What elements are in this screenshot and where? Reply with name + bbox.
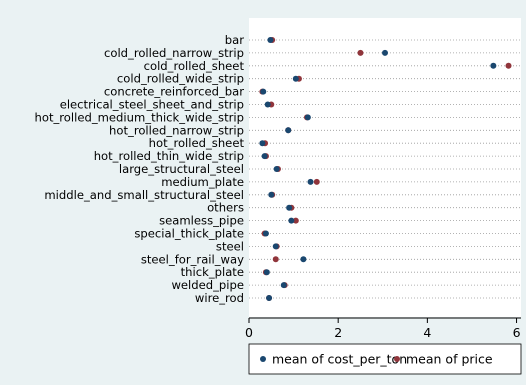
point-mean-of-cost-per-ton-wire-rod xyxy=(266,295,273,301)
point-mean-of-cost-per-ton-hot-rolled-sheet xyxy=(259,140,266,147)
data-points xyxy=(259,37,512,301)
point-mean-of-cost-per-ton-electrical-steel-sheet-and-strip xyxy=(264,101,271,108)
point-mean-of-cost-per-ton-large-structural-steel xyxy=(273,166,280,172)
legend-label-cost-per-ton: mean of cost_per_ton xyxy=(272,352,407,367)
category-label-seamless-pipe: seamless_pipe xyxy=(159,214,244,228)
point-mean-of-price-seamless-pipe xyxy=(292,217,299,224)
point-mean-of-cost-per-ton-steel-for-rail-way xyxy=(300,256,307,263)
point-mean-of-price-cold-rolled-sheet xyxy=(505,62,512,69)
category-label-wire-rod: wire_rod xyxy=(195,291,244,305)
x-axis-ticks: 0 2 4 6 xyxy=(245,318,521,340)
category-label-bar: bar xyxy=(225,33,244,47)
point-mean-of-cost-per-ton-thick-plate xyxy=(263,269,270,276)
point-mean-of-cost-per-ton-hot-rolled-thin-wide-strip xyxy=(261,153,268,160)
point-mean-of-cost-per-ton-concrete-reinforced-bar xyxy=(260,88,267,95)
category-label-concrete-reinforced-bar: concrete_reinforced_bar xyxy=(104,85,244,99)
point-mean-of-cost-per-ton-medium-plate xyxy=(307,178,314,185)
legend-marker-price xyxy=(394,356,400,362)
point-mean-of-cost-per-ton-cold-rolled-narrow-strip xyxy=(382,49,388,56)
category-labels: barcold_rolled_narrow_stripcold_rolled_s… xyxy=(35,33,245,305)
category-label-middle-and-small-structural-steel: middle_and_small_structural_steel xyxy=(44,188,244,202)
point-mean-of-cost-per-ton-special-thick-plate xyxy=(262,230,269,237)
point-mean-of-cost-per-ton-cold-rolled-wide-strip xyxy=(292,75,299,82)
legend: mean of cost_per_ton mean of price xyxy=(248,343,522,375)
x-tick-label-2: 2 xyxy=(334,325,342,340)
point-mean-of-cost-per-ton-hot-rolled-narrow-strip xyxy=(285,127,292,134)
point-mean-of-cost-per-ton-middle-and-small-structural-steel xyxy=(268,191,275,198)
point-mean-of-cost-per-ton-welded-pipe xyxy=(280,282,287,289)
legend-marker-cost-per-ton xyxy=(260,356,266,362)
category-label-hot-rolled-medium-thick-wide-strip: hot_rolled_medium_thick_wide_strip xyxy=(35,110,245,124)
point-mean-of-cost-per-ton-cold-rolled-sheet xyxy=(490,62,497,69)
category-label-steel: steel xyxy=(216,239,244,253)
point-mean-of-cost-per-ton-bar xyxy=(267,37,274,43)
point-mean-of-price-medium-plate xyxy=(313,178,320,185)
point-mean-of-price-cold-rolled-narrow-strip xyxy=(357,49,364,56)
category-label-cold-rolled-sheet: cold_rolled_sheet xyxy=(144,59,245,73)
category-label-welded-pipe: welded_pipe xyxy=(171,278,244,292)
legend-box xyxy=(248,343,522,375)
category-label-hot-rolled-narrow-strip: hot_rolled_narrow_strip xyxy=(109,123,244,137)
category-label-electrical-steel-sheet-and-strip: electrical_steel_sheet_and_strip xyxy=(60,98,244,112)
point-mean-of-cost-per-ton-steel xyxy=(272,243,279,250)
category-label-hot-rolled-sheet: hot_rolled_sheet xyxy=(149,136,245,150)
legend-label-price: mean of price xyxy=(406,352,493,367)
category-label-cold-rolled-narrow-strip: cold_rolled_narrow_strip xyxy=(104,46,244,60)
category-label-steel-for-rail-way: steel_for_rail_way xyxy=(141,252,244,266)
grid-lines xyxy=(249,39,521,299)
category-label-hot-rolled-thin-wide-strip: hot_rolled_thin_wide_strip xyxy=(94,149,244,163)
point-mean-of-cost-per-ton-hot-rolled-medium-thick-wide-strip xyxy=(304,114,311,121)
x-tick-label-4: 4 xyxy=(423,325,431,340)
point-mean-of-cost-per-ton-others xyxy=(286,204,293,211)
category-label-thick-plate: thick_plate xyxy=(181,265,244,279)
plot-area xyxy=(249,18,521,317)
category-label-large-structural-steel: large_structural_steel xyxy=(119,162,244,176)
point-mean-of-cost-per-ton-seamless-pipe xyxy=(288,217,295,224)
category-label-special-thick-plate: special_thick_plate xyxy=(134,227,244,241)
category-label-cold-rolled-wide-strip: cold_rolled_wide_strip xyxy=(117,72,244,86)
point-mean-of-price-steel-for-rail-way xyxy=(272,256,279,263)
x-tick-label-0: 0 xyxy=(245,325,253,340)
x-tick-label-6: 6 xyxy=(513,325,521,340)
category-label-medium-plate: medium_plate xyxy=(161,175,244,189)
category-label-others: others xyxy=(207,201,244,215)
